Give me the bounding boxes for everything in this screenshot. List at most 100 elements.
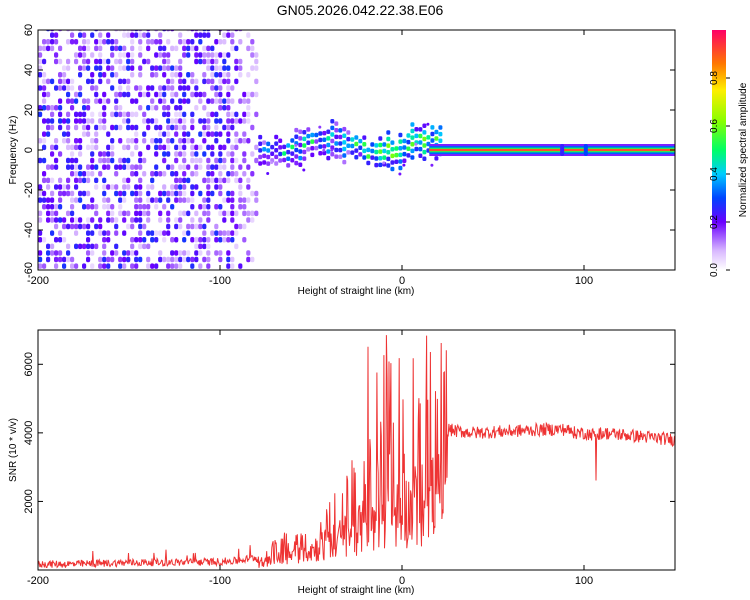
spectrogram-cell (154, 105, 159, 111)
spectrogram-cell (182, 210, 187, 217)
spectrogram-cell (422, 123, 427, 128)
spectrogram-cell (38, 250, 43, 256)
spectrogram-cell (70, 85, 75, 91)
spectrogram-cell (198, 164, 203, 170)
spectrogram-cell (62, 237, 67, 243)
spectrogram-cell (334, 154, 339, 159)
spectrogram-cell (126, 223, 131, 230)
spectrogram-cell (234, 177, 239, 184)
spectrogram-cell (206, 204, 211, 210)
spectrogram-cell (66, 78, 71, 85)
spectrogram-cell (94, 91, 99, 98)
spectrogram-cell (190, 118, 195, 124)
spectrogram-cell (106, 131, 111, 137)
spectrogram-cell (162, 45, 167, 52)
spectrogram-cell (78, 164, 83, 170)
spectrogram-cell (78, 144, 83, 151)
spectrogram-cell (194, 184, 199, 190)
spectrogram-cell (102, 204, 107, 210)
spectrogram-cell (186, 210, 191, 217)
spectrogram-cell (226, 78, 231, 85)
spectrogram-cell (154, 91, 159, 98)
spectrogram-cell (122, 65, 127, 71)
spectrogram-cell (182, 124, 187, 131)
spectrogram-cell (150, 138, 155, 144)
spectrogram-cell (166, 58, 171, 65)
spectrogram-cell (198, 32, 203, 38)
spectrogram-cell (174, 171, 179, 177)
spectrogram-cell (54, 138, 59, 144)
spectrogram-cell (210, 171, 215, 177)
spectrogram-cell (70, 217, 75, 223)
spectrogram-cell (54, 58, 59, 65)
spectrogram-cell (234, 58, 239, 65)
spectrogram-cell (58, 85, 63, 91)
spectrogram-cell (110, 138, 115, 144)
spectrogram-cell (90, 230, 95, 236)
spectrogram-cell (306, 133, 311, 139)
spectrogram-cell (422, 136, 427, 142)
spectrogram-cell (66, 65, 71, 71)
spectrogram-cell (110, 45, 115, 52)
spectrogram-cell (82, 52, 87, 58)
spectrogram-cell (222, 72, 227, 78)
spectrogram-cell (110, 210, 115, 217)
spectrogram-cell (334, 134, 339, 140)
spectrogram-cell (74, 118, 79, 124)
spectrogram-cell (130, 250, 135, 256)
spectrogram-cell (50, 243, 55, 250)
spectrogram-cell (278, 151, 283, 157)
spectrogram-cell (138, 91, 143, 98)
spectrogram-cell (162, 237, 167, 243)
spectrogram-cell (162, 157, 167, 164)
spectrogram-cell (162, 151, 167, 157)
spectrogram-cell (134, 111, 139, 118)
spectrogram-cell (86, 65, 91, 71)
spectrogram-cell (162, 58, 167, 65)
spectrogram-cell (190, 39, 195, 45)
spectrogram-cell (218, 98, 223, 104)
spectrogram-cell (182, 52, 187, 58)
chart-title: GN05.2026.042.22.38.E06 (277, 2, 444, 18)
spectrogram-cell (150, 65, 155, 71)
spectrogram-cell (206, 111, 211, 118)
spectrogram-cell (154, 72, 159, 78)
spectrogram-cell (182, 157, 187, 164)
spectrogram-cell (66, 210, 71, 217)
spectrogram-cell (222, 32, 227, 38)
spectrogram-cell (254, 58, 259, 65)
spectrogram-cell (66, 144, 71, 151)
spectrogram-cell (290, 151, 295, 156)
spectrogram-cell (226, 230, 231, 236)
spectrogram-cell (330, 132, 335, 137)
spectrogram-cell (46, 78, 51, 85)
spectrogram-cell (102, 243, 107, 250)
spectrogram-cell (174, 177, 179, 184)
spectrogram-cell (206, 65, 211, 71)
snr-xtick-label: 100 (575, 575, 593, 587)
spectrogram-cell (138, 85, 143, 91)
spectrogram-cell (82, 204, 87, 210)
spectrogram-cell (162, 131, 167, 137)
spectrogram-cell (50, 197, 55, 203)
spectrogram-cell (98, 72, 103, 78)
spectrogram-cell (158, 144, 163, 151)
spectrogram-cell (226, 171, 231, 177)
spectrogram-cell (118, 164, 123, 170)
spectrogram-cell (102, 190, 107, 197)
spectrogram-cell (78, 223, 83, 230)
spectrogram-cells (38, 30, 675, 269)
spectrogram-cell (114, 223, 119, 230)
spectrogram-cell (102, 263, 107, 269)
spectrogram-cell (86, 256, 91, 263)
spectrogram-cell (254, 157, 259, 164)
spectrogram-cell (418, 146, 423, 152)
spectrogram-cell (146, 144, 151, 151)
spectrogram-cell (174, 111, 179, 118)
spectrogram-cell (234, 223, 239, 230)
spectrogram-cell (146, 217, 151, 223)
spectrogram-cell (162, 65, 167, 71)
spectrogram-cell (402, 163, 406, 167)
spectrogram-cell (374, 162, 379, 168)
spectrogram-cell (102, 197, 107, 203)
